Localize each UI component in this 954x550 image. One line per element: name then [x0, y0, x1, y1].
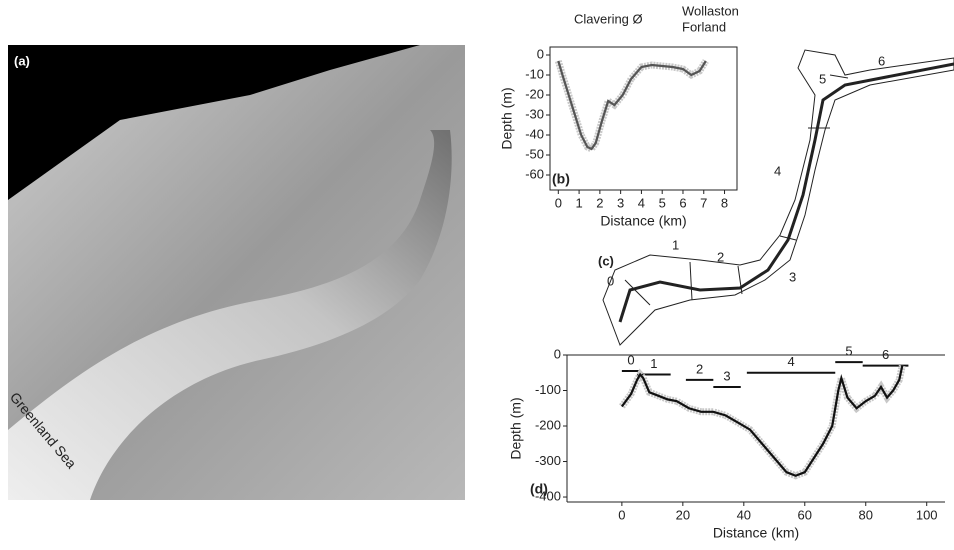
segment-label: 6: [878, 53, 885, 68]
line: [557, 60, 707, 151]
segment-label: 1: [650, 356, 657, 371]
y-tick-label: -300: [535, 453, 561, 468]
panel-label: (b): [552, 171, 570, 187]
segment-label: 5: [819, 71, 826, 86]
x-tick-label: 100: [916, 507, 938, 522]
x-tick-label: 6: [679, 195, 686, 210]
y-tick-label: -400: [535, 488, 561, 503]
panel-label: (c): [598, 253, 614, 268]
x-tick-label: 40: [737, 507, 751, 522]
x-tick-label: 0: [555, 195, 562, 210]
fjord-outline: [602, 49, 954, 346]
segment-label: 0: [607, 273, 614, 288]
annotation: Clavering Ø: [574, 11, 643, 26]
x-tick-label: 1: [575, 195, 582, 210]
segment-dividers: [624, 74, 849, 306]
segment-label: 0: [627, 352, 634, 367]
y-tick-label: -10: [525, 66, 544, 81]
segment-label: 3: [723, 368, 730, 383]
segment-label: 4: [787, 354, 794, 369]
segment-label: 4: [774, 163, 781, 178]
x-tick-label: 20: [676, 507, 690, 522]
plot-frame: [549, 46, 738, 191]
fjord: [8, 130, 452, 500]
y-tick-label: -50: [525, 146, 544, 161]
line: [620, 365, 904, 477]
x-tick-label: 4: [638, 195, 645, 210]
x-tick-label: 2: [596, 195, 603, 210]
y-tick-label: -30: [525, 106, 544, 121]
panel-label: (d): [530, 481, 548, 497]
segment-label: 2: [696, 361, 703, 376]
y-tick-label: -200: [535, 417, 561, 432]
x-tick-label: 3: [617, 195, 624, 210]
annotation: Forland: [682, 19, 726, 34]
sky: [8, 45, 420, 200]
x-tick-label: 7: [700, 195, 707, 210]
segment-label: 3: [789, 269, 796, 284]
centerline: [618, 62, 954, 323]
segment-label: 5: [845, 344, 852, 359]
annotation: Wollaston: [682, 3, 739, 18]
x-tick-label: 5: [659, 195, 666, 210]
y-tick-label: -60: [525, 166, 544, 181]
y-tick-label: -40: [525, 126, 544, 141]
y-axis-label: Depth (m): [508, 397, 524, 459]
y-tick-label: 0: [537, 46, 544, 61]
x-axis-label: Distance (km): [600, 213, 686, 229]
segment-label: 2: [717, 249, 724, 264]
y-tick-label: 0: [554, 346, 561, 361]
panel-c: (c) 0 1 2 3 4 5 6: [598, 49, 954, 346]
x-tick-label: 0: [618, 507, 625, 522]
x-tick-label: 80: [859, 507, 873, 522]
segment-label: 6: [882, 347, 889, 362]
y-axis-label: Depth (m): [499, 87, 515, 149]
x-tick-label: 60: [798, 507, 812, 522]
line-halo: [619, 364, 906, 480]
x-tick-label: 8: [721, 195, 728, 210]
y-tick-label: -100: [535, 382, 561, 397]
segment-label: 1: [672, 237, 679, 252]
x-axis-label: Distance (km): [713, 525, 799, 541]
panel-label: (a): [14, 53, 30, 68]
y-tick-label: -20: [525, 86, 544, 101]
panel-a: (a) Greenland Sea: [7, 45, 465, 500]
